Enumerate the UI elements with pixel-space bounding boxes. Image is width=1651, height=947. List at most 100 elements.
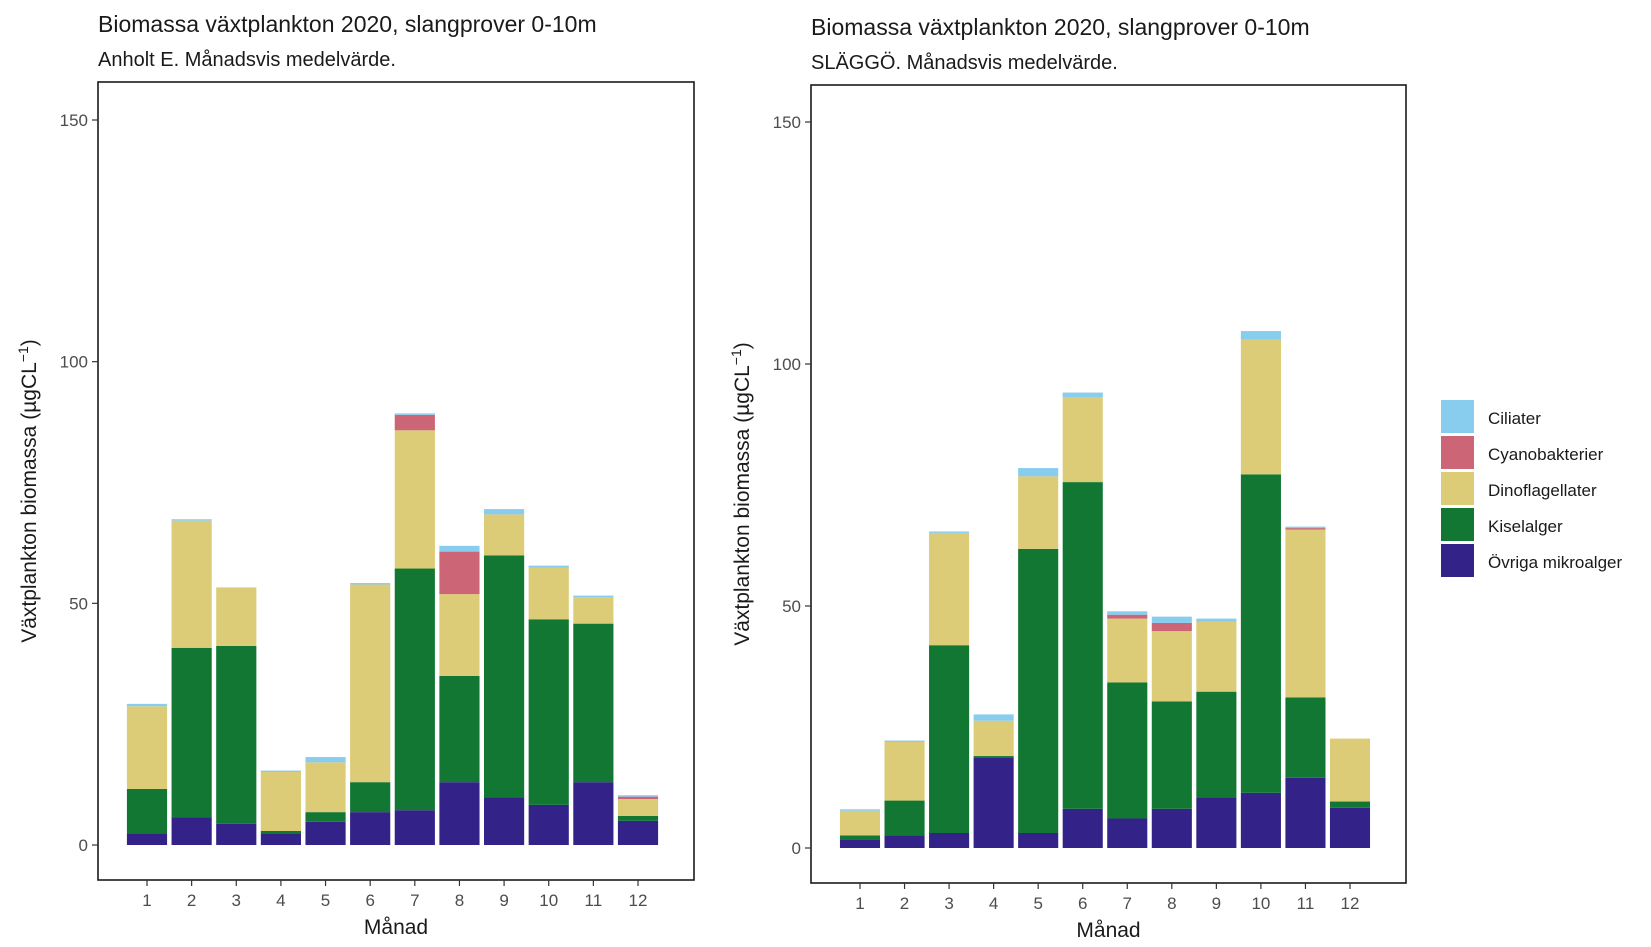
bar-segment--vriga-mikroalger xyxy=(1151,808,1192,848)
bar-segment-ciliater xyxy=(929,531,970,533)
x-axis-title: Månad xyxy=(1076,919,1140,942)
y-axis-title: Växtplankton biomassa (µgCL−1) xyxy=(15,339,41,643)
bar-segment-ciliater xyxy=(1151,616,1192,623)
bar-segment-ciliater xyxy=(839,809,881,811)
y-axis-title-sup: −1 xyxy=(15,346,31,362)
bar-segment--vriga-mikroalger xyxy=(260,833,301,845)
x-tick-label: 9 xyxy=(1212,894,1221,913)
bar-segment--vriga-mikroalger xyxy=(1285,777,1326,848)
bar-segment-kiselalger xyxy=(1107,682,1148,819)
bar-segment--vriga-mikroalger xyxy=(1018,832,1059,848)
bar-segment-dinoflagellater xyxy=(884,742,925,801)
bar-segment-dinoflagellater xyxy=(1285,529,1326,698)
y-axis-title: Växtplankton biomassa (µgCL−1) xyxy=(728,342,754,646)
bar-segment-ciliater xyxy=(260,770,301,773)
x-tick-label: 7 xyxy=(1123,894,1132,913)
chart-anholt: Biomassa växtplankton 2020, slangprover … xyxy=(15,11,695,939)
bar-segment-dinoflagellater xyxy=(617,799,659,816)
legend-swatch xyxy=(1441,400,1474,433)
bar-segment--vriga-mikroalger xyxy=(126,833,168,845)
y-tick-label: 100 xyxy=(773,355,801,374)
legend-swatch xyxy=(1441,472,1474,505)
y-tick-label: 100 xyxy=(60,353,88,372)
bar-segment-kiselalger xyxy=(216,645,257,824)
plot-border xyxy=(810,84,1407,884)
y-tick-label: 50 xyxy=(69,594,88,613)
legend-item: Cyanobakterier xyxy=(1441,436,1604,469)
legend-item: Kiselalger xyxy=(1441,508,1563,541)
bar-segment-ciliater xyxy=(617,795,659,797)
bar-segment--vriga-mikroalger xyxy=(1062,808,1103,848)
bar-segment-kiselalger xyxy=(350,782,391,813)
bar-segment-kiselalger xyxy=(1151,701,1192,809)
bar-segment-ciliater xyxy=(973,714,1014,721)
bar-segment-cyanobakterier xyxy=(617,796,659,800)
bar-segment--vriga-mikroalger xyxy=(1240,792,1281,848)
bar-segment-kiselalger xyxy=(1329,801,1371,808)
legend-label: Ciliater xyxy=(1488,409,1541,428)
bar-segment-cyanobakterier xyxy=(439,551,480,595)
bar-segment-kiselalger xyxy=(617,816,659,821)
bar-segment-kiselalger xyxy=(126,788,168,834)
y-tick-label: 150 xyxy=(773,113,801,132)
bar-segment-ciliater xyxy=(1240,331,1281,340)
x-tick-label: 11 xyxy=(1297,894,1315,913)
plot-border xyxy=(97,81,695,881)
legend-label: Kiselalger xyxy=(1488,517,1563,536)
x-tick-label: 12 xyxy=(629,891,648,910)
bar-segment-kiselalger xyxy=(929,645,970,833)
x-tick-label: 9 xyxy=(499,891,508,910)
y-axis-title-end: ) xyxy=(18,339,41,346)
y-tick-label: 0 xyxy=(792,839,801,858)
bar-segment-dinoflagellater xyxy=(260,772,301,831)
chart-subtitle: SLÄGGÖ. Månadsvis medelvärde. xyxy=(811,52,1118,74)
legend-swatch xyxy=(1441,544,1474,577)
y-axis-title-main: Växtplankton biomassa (µgCL xyxy=(731,365,754,646)
y-tick-label: 150 xyxy=(60,111,88,130)
bar-segment-dinoflagellater xyxy=(1018,476,1059,549)
y-axis-title-main: Växtplankton biomassa (µgCL xyxy=(18,362,41,643)
bar-segment-cyanobakterier xyxy=(1151,622,1192,632)
bar-segment-dinoflagellater xyxy=(528,567,569,620)
x-tick-label: 6 xyxy=(365,891,374,910)
x-tick-label: 7 xyxy=(410,891,419,910)
bar-segment--vriga-mikroalger xyxy=(350,812,391,845)
chart-slaggo: Biomassa växtplankton 2020, slangprover … xyxy=(728,14,1407,942)
legend-label: Övriga mikroalger xyxy=(1488,553,1622,572)
bar-segment-dinoflagellater xyxy=(573,597,614,624)
bar-segment-dinoflagellater xyxy=(1329,738,1371,802)
chart-title: Biomassa växtplankton 2020, slangprover … xyxy=(811,14,1310,40)
bar-segment-ciliater xyxy=(305,757,346,763)
bar-segment-dinoflagellater xyxy=(394,430,435,569)
y-tick-label: 0 xyxy=(79,836,88,855)
bar-segment-kiselalger xyxy=(884,800,925,836)
x-tick-label: 1 xyxy=(855,894,864,913)
bar-segment-kiselalger xyxy=(1240,474,1281,793)
bar-segment-cyanobakterier xyxy=(394,414,435,431)
legend-swatch xyxy=(1441,436,1474,469)
bar-segment-dinoflagellater xyxy=(1196,621,1237,692)
bar-segment-kiselalger xyxy=(528,619,569,805)
x-tick-label: 5 xyxy=(321,891,330,910)
bar-segment-ciliater xyxy=(1018,468,1059,477)
bar-segment--vriga-mikroalger xyxy=(839,839,881,848)
bar-segment--vriga-mikroalger xyxy=(1196,797,1237,848)
x-tick-label: 6 xyxy=(1078,894,1087,913)
bar-segment-ciliater xyxy=(1107,611,1148,615)
x-tick-label: 3 xyxy=(232,891,241,910)
bar-segment-dinoflagellater xyxy=(973,720,1014,757)
x-tick-label: 2 xyxy=(187,891,196,910)
bar-segment-kiselalger xyxy=(1196,691,1237,798)
bar-segment-ciliater xyxy=(439,545,480,552)
x-tick-label: 8 xyxy=(1167,894,1176,913)
bar-segment-kiselalger xyxy=(439,675,480,783)
x-tick-label: 10 xyxy=(539,891,558,910)
bar-segment-dinoflagellater xyxy=(1240,339,1281,475)
bar-segment-kiselalger xyxy=(260,830,301,834)
x-tick-label: 10 xyxy=(1251,894,1270,913)
bar-segment--vriga-mikroalger xyxy=(573,782,614,845)
bar-segment--vriga-mikroalger xyxy=(484,797,525,845)
bar-segment--vriga-mikroalger xyxy=(394,810,435,845)
bar-segment--vriga-mikroalger xyxy=(171,817,212,845)
